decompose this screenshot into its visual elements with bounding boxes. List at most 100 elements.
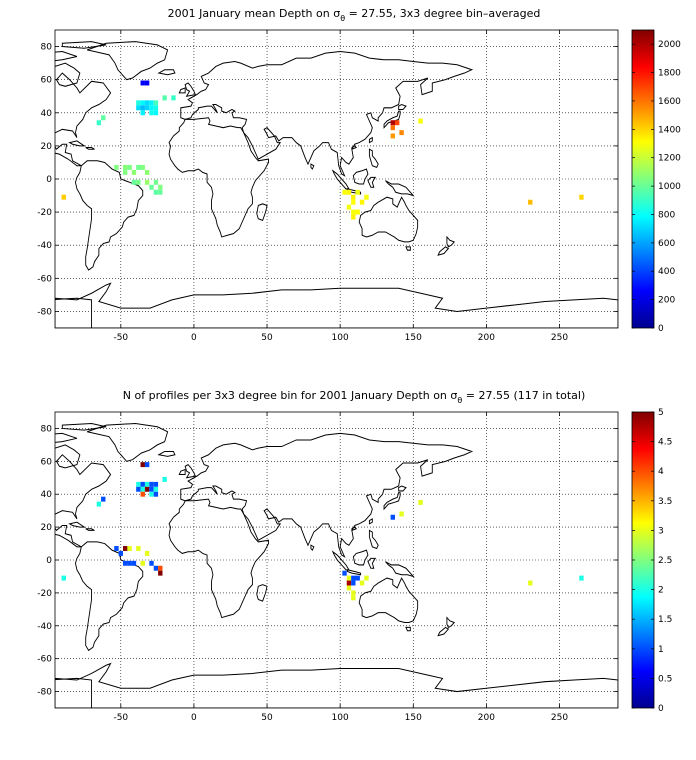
data-bin [355, 189, 360, 195]
colorbar-tick-label: 4.5 [658, 438, 672, 448]
data-bin [149, 105, 154, 111]
data-bin [342, 189, 347, 195]
y-tick-label: 80 [41, 424, 53, 434]
colorbar-gradient [632, 412, 654, 708]
data-bin [144, 462, 150, 468]
x-tick-label: 250 [551, 333, 568, 343]
colorbar-tick-label: 1200 [658, 154, 681, 164]
y-tick-label: -40 [37, 622, 52, 632]
data-bin [162, 476, 167, 482]
data-bin [140, 100, 145, 106]
data-bin [346, 575, 352, 581]
map-title: N of profiles per 3x3 degree bin for 200… [123, 389, 585, 405]
data-bin [122, 546, 128, 551]
colorbar-tick-label: 400 [658, 267, 675, 277]
data-bin [149, 560, 154, 566]
colorbar-tick-label: 2.5 [658, 556, 672, 566]
data-bin [399, 511, 404, 517]
data-bin [61, 194, 66, 200]
data-bin [158, 184, 163, 190]
data-bin [153, 565, 159, 571]
data-bin [579, 194, 584, 200]
data-bin [355, 209, 360, 215]
colorbar-tick-label: 4 [658, 467, 664, 477]
data-bin [149, 184, 154, 190]
colorbar-tick-label: 3.5 [658, 497, 672, 507]
data-bin [390, 125, 395, 131]
data-bin [144, 550, 150, 556]
data-bin [579, 575, 584, 581]
data-bin [149, 110, 154, 116]
colorbar-tick-label: 200 [658, 296, 675, 306]
data-bin [140, 486, 145, 492]
data-bin [136, 164, 141, 170]
colorbar: 0 200 400 600 800 1000 1200 1400 1600 1800 2000 [631, 29, 681, 334]
data-bin [364, 194, 369, 200]
data-bin [136, 179, 141, 185]
x-tick-label: 150 [405, 333, 422, 343]
data-bin [149, 486, 154, 492]
data-bin [122, 169, 128, 175]
x-tick-label: 0 [191, 333, 197, 343]
y-tick-label: -60 [37, 274, 52, 284]
data-bin [131, 169, 137, 175]
gridlines [55, 30, 618, 328]
data-bin [122, 560, 128, 566]
colorbar-tick-label: 1000 [658, 182, 681, 192]
data-bin [153, 491, 159, 497]
data-bin [127, 546, 132, 551]
data-bin [127, 164, 132, 170]
x-tick-label: 50 [261, 713, 273, 723]
data-bin [351, 199, 356, 205]
x-tick-label: 150 [405, 713, 422, 723]
data-bin [114, 546, 119, 551]
colorbar-tick-label: 600 [658, 239, 675, 249]
colorbar-tick-label: 1 [658, 645, 664, 655]
data-bin [351, 209, 356, 215]
data-bin [140, 560, 145, 566]
data-bin [351, 580, 356, 586]
data-bin [131, 560, 137, 566]
data-bin [96, 120, 102, 126]
data-bin [144, 486, 150, 492]
data-bin [127, 560, 132, 566]
x-tick-label: -50 [113, 713, 128, 723]
y-tick-label: 60 [41, 457, 53, 467]
y-tick-label: 20 [41, 142, 53, 152]
colorbar-tick-label: 3 [658, 526, 664, 536]
data-bin [101, 496, 106, 502]
data-bin [153, 486, 159, 492]
data-bin [390, 133, 395, 139]
y-tick-label: 40 [41, 490, 53, 500]
data-bin [118, 550, 123, 556]
colorbar-tick-label: 2 [658, 586, 664, 596]
data-bin [418, 118, 423, 124]
data-bin [355, 575, 360, 581]
data-bin [418, 499, 423, 505]
data-bin [140, 80, 145, 86]
data-bin [390, 514, 395, 520]
data-bin [342, 570, 347, 576]
map-panel-bottom: N of profiles per 3x3 degree bin for 200… [37, 389, 672, 723]
colorbar-gradient [632, 30, 654, 328]
data-bin [144, 481, 150, 487]
data-bin [136, 100, 141, 106]
data-bin [144, 105, 150, 111]
colorbar-tick-label: 0 [658, 324, 664, 334]
data-bin [153, 481, 159, 487]
y-tick-label: 80 [41, 43, 53, 53]
colorbar-tick-label: 1600 [658, 97, 681, 107]
data-bin [140, 462, 145, 468]
data-bin [359, 199, 365, 205]
x-tick-label: 100 [332, 713, 349, 723]
colorbar-tick-label: 1800 [658, 69, 681, 79]
data-bin [149, 481, 154, 487]
data-bin [351, 590, 356, 596]
x-tick-label: 50 [261, 333, 273, 343]
data-bin [153, 189, 159, 195]
data-bin [351, 214, 356, 220]
data-bin [364, 575, 369, 581]
y-tick-label: 0 [46, 175, 52, 185]
colorbar-tick-label: 0.5 [658, 674, 672, 684]
